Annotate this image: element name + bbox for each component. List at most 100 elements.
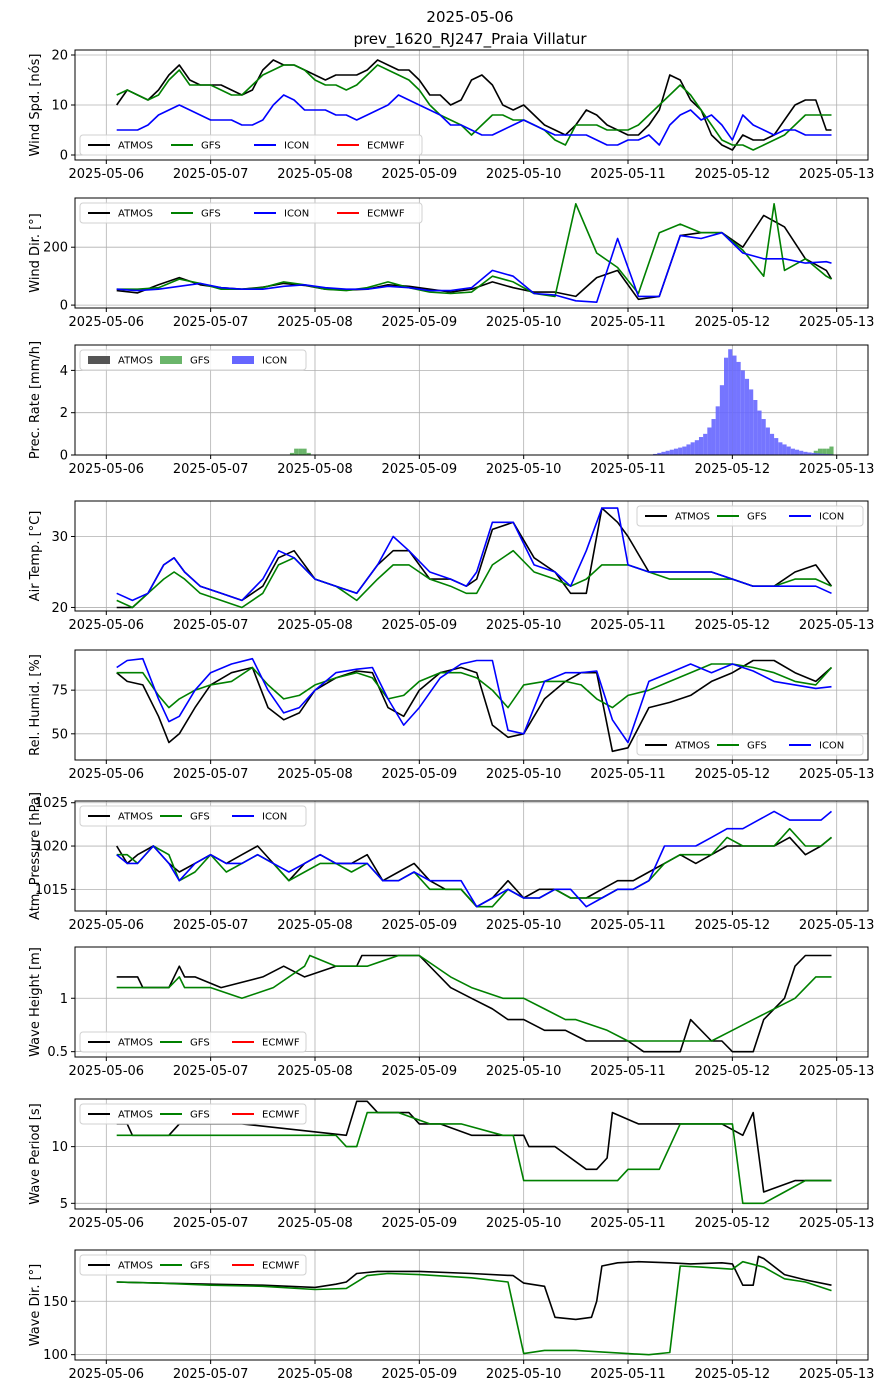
legend-label-ecmwf: ECMWF: [367, 141, 405, 152]
axes-frame: [74, 946, 869, 1058]
legend-label-icon: ICON: [284, 209, 309, 220]
legend-label-gfs: GFS: [201, 141, 221, 152]
x-tick-label: 2025-05-08: [277, 1367, 353, 1382]
series-line-atmos: [116, 59, 832, 151]
x-tick-label: 2025-05-08: [277, 462, 353, 477]
legend-box: [79, 1254, 307, 1276]
x-tick-label: 2025-05-06: [69, 618, 145, 633]
y-tick-label: 1015: [35, 883, 68, 898]
x-tick-label: 2025-05-12: [695, 767, 771, 782]
x-tick-label: 2025-05-10: [486, 462, 562, 477]
bar-icon: [653, 453, 658, 455]
bar-gfs: [817, 448, 823, 455]
series-line-gfs: [116, 1260, 832, 1356]
panel-1: 2025-05-06 2025-05-07 2025-05-08 2025-05-09…: [28, 49, 874, 183]
x-tick-label: 2025-05-11: [590, 918, 666, 933]
bar-icon: [711, 419, 716, 455]
y-tick-label: 1: [60, 992, 68, 1007]
series-line-gfs: [116, 64, 832, 151]
axes-frame: [74, 197, 869, 309]
bar-icon: [820, 453, 825, 455]
x-tick-label: 2025-05-13: [799, 462, 875, 477]
x-tick-label: 2025-05-13: [799, 315, 875, 330]
y-tick-label: 0: [60, 449, 68, 464]
x-tick-label: 2025-05-13: [799, 767, 875, 782]
bar-gfs: [294, 448, 299, 455]
x-tick-label: 2025-05-10: [486, 1064, 562, 1079]
series-line-gfs: [116, 549, 832, 609]
legend-box: [79, 202, 423, 224]
y-tick-label: 2: [60, 406, 68, 421]
bar-icon: [769, 433, 775, 455]
bar-gfs: [298, 448, 303, 455]
x-tick-label: 2025-05-06: [69, 767, 145, 782]
legend-box: [79, 1103, 307, 1125]
legend-label-gfs: GFS: [190, 812, 210, 823]
series-line-atmos: [116, 1255, 832, 1321]
bar-icon: [786, 446, 791, 455]
bar-icon: [740, 370, 745, 455]
bar-icon: [657, 452, 662, 455]
bar-icon: [673, 448, 679, 455]
bar-gfs: [306, 452, 311, 455]
bar-icon: [724, 357, 729, 455]
legend-box: [79, 1031, 307, 1053]
y-axis-label: Wind Dir. [°]: [28, 213, 43, 293]
bar-icon: [728, 349, 733, 455]
bar-gfs: [302, 448, 307, 455]
x-tick-label: 2025-05-10: [486, 1216, 562, 1231]
legend: ATMOS GFS ICON: [79, 349, 307, 371]
panel-3: 2025-05-06 2025-05-07 2025-05-08 2025-05-09…: [28, 341, 874, 477]
legend-label-icon: ICON: [819, 512, 844, 523]
x-tick-label: 2025-05-09: [382, 918, 458, 933]
y-tick-label: 0.5: [47, 1045, 68, 1060]
legend-label-gfs: GFS: [190, 1261, 210, 1272]
x-tick-label: 2025-05-08: [277, 767, 353, 782]
legend-label-atmos: ATMOS: [118, 1038, 153, 1049]
x-tick-label: 2025-05-06: [69, 1367, 145, 1382]
x-tick-label: 2025-05-12: [695, 1216, 771, 1231]
x-tick-label: 2025-05-12: [695, 618, 771, 633]
x-tick-label: 2025-05-07: [173, 1064, 249, 1079]
series-line-gfs: [116, 1111, 832, 1205]
y-tick-label: 30: [51, 530, 68, 545]
x-tick-label: 2025-05-06: [69, 462, 145, 477]
series-line-icon: [116, 657, 832, 744]
axes-frame: [74, 1249, 869, 1361]
axes-frame: [74, 800, 869, 912]
x-tick-label: 2025-05-09: [382, 167, 458, 182]
legend-box: [636, 734, 864, 756]
bar-icon: [794, 449, 800, 455]
y-axis-label: Wave Period [s]: [28, 1103, 43, 1204]
x-tick-label: 2025-05-13: [799, 1216, 875, 1231]
legend-box: [79, 134, 423, 156]
legend-box: [79, 805, 307, 827]
axes-frame: [74, 344, 869, 456]
x-tick-label: 2025-05-09: [382, 1064, 458, 1079]
x-tick-label: 2025-05-10: [486, 918, 562, 933]
x-tick-label: 2025-05-13: [799, 918, 875, 933]
legend-label-ecmwf: ECMWF: [262, 1110, 300, 1121]
bar-icon: [661, 451, 666, 455]
legend-label-ecmwf: ECMWF: [262, 1038, 300, 1049]
bar-icon: [803, 451, 808, 455]
x-tick-label: 2025-05-12: [695, 462, 771, 477]
panel-7: 2025-05-06 2025-05-07 2025-05-08 2025-05-09…: [28, 946, 875, 1079]
x-tick-label: 2025-05-06: [69, 1064, 145, 1079]
x-tick-label: 2025-05-10: [486, 1367, 562, 1382]
axes-frame: [74, 500, 869, 612]
bar-icon: [815, 453, 821, 455]
legend: ATMOS GFS ECMWF: [79, 1031, 307, 1053]
x-tick-label: 2025-05-12: [695, 1367, 771, 1382]
x-tick-label: 2025-05-11: [590, 462, 666, 477]
bar-icon: [749, 389, 754, 455]
x-tick-label: 2025-05-08: [277, 618, 353, 633]
legend-label-icon: ICON: [262, 812, 287, 823]
x-tick-label: 2025-05-09: [382, 1216, 458, 1231]
bar-icon: [686, 444, 691, 455]
panel-4: 2025-05-06 2025-05-07 2025-05-08 2025-05-09…: [28, 500, 874, 633]
x-tick-label: 2025-05-13: [799, 1064, 875, 1079]
panel-6: 2025-05-06 2025-05-07 2025-05-08 2025-05-09…: [28, 792, 874, 933]
bar-icon: [694, 440, 699, 455]
bar-icon: [732, 355, 737, 455]
